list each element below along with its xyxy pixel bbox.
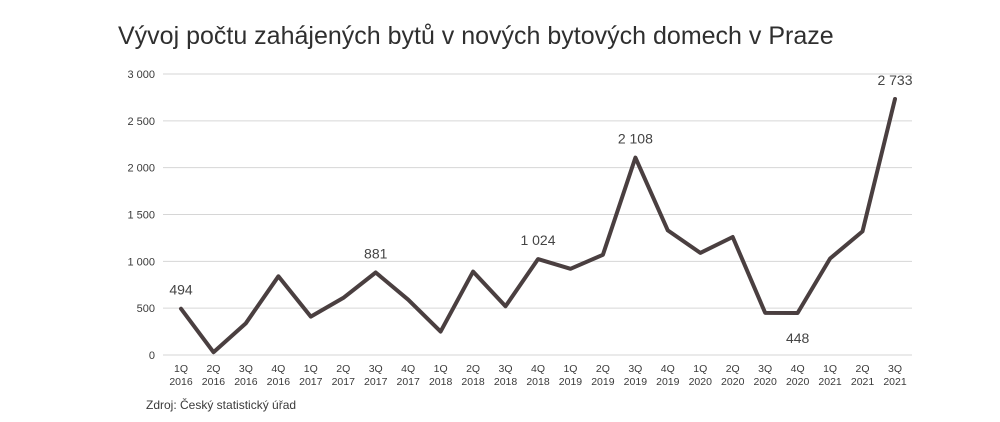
data-point <box>180 308 182 310</box>
x-tick-label-quarter: 1Q <box>563 363 577 375</box>
x-tick-label-quarter: 1Q <box>434 363 448 375</box>
data-label: 881 <box>364 245 388 261</box>
y-tick-label: 1 000 <box>127 256 155 268</box>
y-tick-label: 3 000 <box>127 69 155 81</box>
series-line <box>179 97 897 355</box>
x-tick-label-quarter: 1Q <box>693 363 707 375</box>
x-tick-label-year: 2020 <box>721 376 745 388</box>
x-tick-label-year: 2021 <box>818 376 842 388</box>
x-tick-label-quarter: 2Q <box>336 363 350 375</box>
data-point <box>569 268 571 270</box>
x-tick-label-year: 2020 <box>689 376 713 388</box>
x-tick-label-year: 2018 <box>526 376 550 388</box>
x-tick-label-year: 2017 <box>332 376 356 388</box>
data-point <box>699 252 701 254</box>
data-label: 494 <box>169 282 193 298</box>
x-tick-label-year: 2016 <box>169 376 193 388</box>
y-tick-label: 500 <box>137 303 155 315</box>
x-tick-label-quarter: 3Q <box>239 363 253 375</box>
x-tick-label-year: 2018 <box>461 376 485 388</box>
x-tick-label-year: 2020 <box>786 376 810 388</box>
source-note: Zdroj: Český statistický úřad <box>146 398 297 412</box>
x-tick-label-year: 2018 <box>494 376 518 388</box>
data-point <box>245 322 247 324</box>
x-tick-label-quarter: 2Q <box>596 363 610 375</box>
x-tick-label-year: 2016 <box>267 376 291 388</box>
data-point <box>862 230 864 232</box>
data-point <box>310 316 312 318</box>
x-tick-label-quarter: 4Q <box>271 363 285 375</box>
series-line-group <box>179 97 897 355</box>
data-point <box>602 254 604 256</box>
x-tick-label-year: 2019 <box>591 376 615 388</box>
chart-title: Vývoj počtu zahájených bytů v nových byt… <box>118 22 834 50</box>
x-tick-label-year: 2020 <box>754 376 778 388</box>
x-tick-label-year: 2021 <box>883 376 907 388</box>
data-point <box>634 157 636 159</box>
x-tick-label-year: 2016 <box>234 376 258 388</box>
data-point <box>894 98 896 100</box>
data-label: 448 <box>786 330 810 346</box>
y-tick-label: 0 <box>149 350 155 362</box>
x-tick-label-year: 2017 <box>299 376 323 388</box>
data-point <box>212 351 214 353</box>
data-point <box>407 299 409 301</box>
y-tick-label: 2 500 <box>127 116 155 128</box>
data-point <box>797 312 799 314</box>
x-tick-label-year: 2016 <box>202 376 226 388</box>
x-tick-label-quarter: 3Q <box>888 363 902 375</box>
x-tick-label-quarter: 3Q <box>499 363 513 375</box>
data-label: 2 733 <box>877 72 912 88</box>
x-tick-label-quarter: 2Q <box>726 363 740 375</box>
data-point <box>505 305 507 307</box>
x-tick-label-quarter: 2Q <box>856 363 870 375</box>
x-tick-label-quarter: 4Q <box>791 363 805 375</box>
data-point <box>342 297 344 299</box>
x-tick-label-quarter: 1Q <box>823 363 837 375</box>
x-tick-label-quarter: 4Q <box>401 363 415 375</box>
x-tick-label-quarter: 4Q <box>661 363 675 375</box>
data-labels: 494 881 1 024 2 108 448 2 733 <box>169 72 912 346</box>
data-point <box>440 331 442 333</box>
x-tick-label-year: 2017 <box>364 376 388 388</box>
x-tick-label-quarter: 1Q <box>174 363 188 375</box>
y-axis-ticks: 0 500 1 000 1 500 2 000 2 500 3 000 <box>127 69 155 362</box>
x-tick-label-year: 2021 <box>851 376 875 388</box>
x-tick-label-quarter: 3Q <box>758 363 772 375</box>
data-point <box>829 258 831 260</box>
data-point <box>667 229 669 231</box>
x-tick-label-year: 2017 <box>397 376 421 388</box>
x-tick-label-quarter: 2Q <box>206 363 220 375</box>
data-label: 1 024 <box>520 232 555 248</box>
data-point <box>375 271 377 273</box>
data-point <box>472 271 474 273</box>
y-tick-label: 2 000 <box>127 163 155 175</box>
x-tick-label-quarter: 2Q <box>466 363 480 375</box>
x-tick-label-quarter: 4Q <box>531 363 545 375</box>
x-tick-label-year: 2019 <box>559 376 583 388</box>
x-tick-label-year: 2018 <box>429 376 453 388</box>
data-point <box>277 275 279 277</box>
x-tick-label-quarter: 3Q <box>628 363 642 375</box>
data-point <box>537 258 539 260</box>
data-label: 2 108 <box>618 131 653 147</box>
data-point <box>732 236 734 238</box>
x-axis-ticks: 1Q20162Q20163Q20164Q20161Q20172Q20173Q20… <box>169 363 907 388</box>
x-tick-label-year: 2019 <box>624 376 648 388</box>
data-point <box>764 312 766 314</box>
x-tick-label-quarter: 3Q <box>369 363 383 375</box>
y-tick-label: 1 500 <box>127 210 155 222</box>
x-tick-label-quarter: 1Q <box>304 363 318 375</box>
x-tick-label-year: 2019 <box>656 376 680 388</box>
